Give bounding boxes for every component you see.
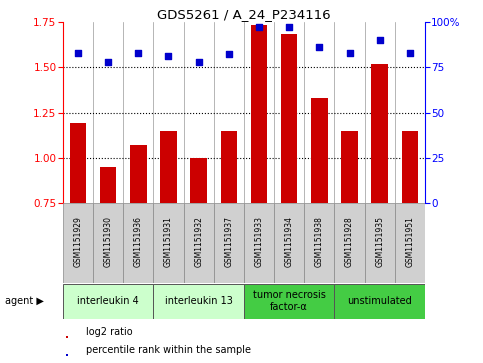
- Point: [406, 50, 414, 56]
- Text: GSM1151929: GSM1151929: [73, 216, 83, 267]
- Point: [104, 59, 112, 65]
- Text: tumor necrosis
factor-α: tumor necrosis factor-α: [253, 290, 326, 312]
- Bar: [130, 145, 146, 203]
- Text: GSM1151928: GSM1151928: [345, 216, 354, 267]
- Bar: [334, 284, 425, 319]
- Text: GSM1151935: GSM1151935: [375, 216, 384, 267]
- Bar: [395, 203, 425, 283]
- Bar: [281, 34, 298, 203]
- Point: [346, 50, 354, 56]
- Text: percentile rank within the sample: percentile rank within the sample: [86, 345, 251, 355]
- Text: GSM1151938: GSM1151938: [315, 216, 324, 267]
- Text: interleukin 4: interleukin 4: [77, 296, 139, 306]
- Bar: [213, 203, 244, 283]
- Bar: [334, 203, 365, 283]
- Bar: [244, 203, 274, 283]
- Bar: [311, 98, 327, 203]
- Bar: [274, 203, 304, 283]
- Text: unstimulated: unstimulated: [347, 296, 412, 306]
- Bar: [67, 354, 68, 356]
- Title: GDS5261 / A_24_P234116: GDS5261 / A_24_P234116: [157, 8, 331, 21]
- Bar: [365, 203, 395, 283]
- Point: [134, 50, 142, 56]
- Bar: [402, 131, 418, 203]
- Bar: [341, 131, 358, 203]
- Text: GSM1151933: GSM1151933: [255, 216, 264, 267]
- Bar: [100, 167, 116, 203]
- Text: GSM1151937: GSM1151937: [224, 216, 233, 267]
- Text: GSM1151951: GSM1151951: [405, 216, 414, 267]
- Bar: [154, 284, 244, 319]
- Point: [376, 37, 384, 43]
- Point: [285, 24, 293, 30]
- Bar: [190, 158, 207, 203]
- Bar: [304, 203, 334, 283]
- Bar: [123, 203, 154, 283]
- Bar: [160, 131, 177, 203]
- Bar: [221, 131, 237, 203]
- Point: [165, 53, 172, 59]
- Point: [195, 59, 202, 65]
- Bar: [154, 203, 184, 283]
- Bar: [63, 284, 154, 319]
- Text: interleukin 13: interleukin 13: [165, 296, 233, 306]
- Point: [74, 50, 82, 56]
- Bar: [67, 336, 68, 338]
- Text: log2 ratio: log2 ratio: [86, 327, 133, 337]
- Point: [255, 24, 263, 30]
- Point: [225, 52, 233, 57]
- Bar: [251, 25, 267, 203]
- Point: [315, 44, 323, 50]
- Text: GSM1151934: GSM1151934: [284, 216, 294, 267]
- Text: GSM1151931: GSM1151931: [164, 216, 173, 267]
- Text: GSM1151936: GSM1151936: [134, 216, 143, 267]
- Bar: [244, 284, 334, 319]
- Bar: [371, 64, 388, 203]
- Text: GSM1151932: GSM1151932: [194, 216, 203, 267]
- Bar: [63, 203, 93, 283]
- Text: agent ▶: agent ▶: [5, 296, 43, 306]
- Bar: [93, 203, 123, 283]
- Bar: [70, 123, 86, 203]
- Bar: [184, 203, 213, 283]
- Text: GSM1151930: GSM1151930: [103, 216, 113, 267]
